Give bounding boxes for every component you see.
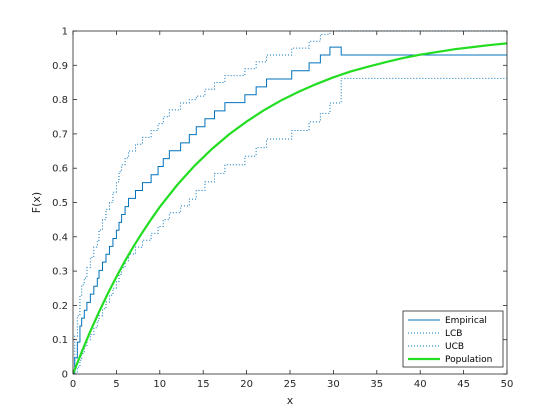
legend-label-population: Population — [445, 355, 492, 365]
x-tick-label: 30 — [327, 379, 340, 390]
series-lcb-line — [73, 77, 507, 375]
x-tick-label: 35 — [370, 379, 383, 390]
x-tick-label: 5 — [113, 379, 119, 390]
series-empirical-line — [73, 46, 507, 375]
x-tick-label: 10 — [153, 379, 166, 390]
y-tick-label: 0 — [62, 370, 68, 381]
y-tick-label: 0.2 — [52, 301, 68, 312]
legend-label-ucb: UCB — [445, 342, 464, 352]
legend: Empirical LCB UCB Population — [402, 310, 504, 368]
x-tick-label: 50 — [501, 379, 514, 390]
y-tick-label: 0.4 — [52, 232, 68, 243]
y-tick-label: 0.9 — [52, 61, 68, 72]
ticks-layer: 0 5 10 15 20 25 30 35 40 45 50 0 0.1 0.2 0.3 0.4 0.5 0.6 0… — [52, 27, 513, 391]
y-tick-label: 0.7 — [52, 129, 68, 140]
x-tick-label: 15 — [197, 379, 210, 390]
y-tick-label: 0.5 — [52, 198, 68, 209]
x-tick-label: 20 — [240, 379, 253, 390]
y-axis-label: F(x) — [30, 192, 43, 213]
legend-label-empirical: Empirical — [445, 316, 487, 326]
series-layer — [73, 30, 507, 375]
x-tick-label: 45 — [457, 379, 470, 390]
legend-label-lcb: LCB — [445, 329, 462, 339]
y-tick-label: 0.3 — [52, 267, 68, 278]
series-ucb-line — [73, 30, 507, 375]
y-tick-label: 0.8 — [52, 95, 68, 106]
series-population-line — [73, 42, 507, 375]
y-tick-label: 0.1 — [52, 335, 68, 346]
y-tick-label: 0.6 — [52, 164, 68, 175]
x-axis-label: x — [287, 394, 294, 407]
x-tick-label: 25 — [284, 379, 297, 390]
x-tick-label: 0 — [70, 379, 76, 390]
y-tick-label: 1 — [62, 27, 68, 38]
x-tick-label: 40 — [414, 379, 427, 390]
